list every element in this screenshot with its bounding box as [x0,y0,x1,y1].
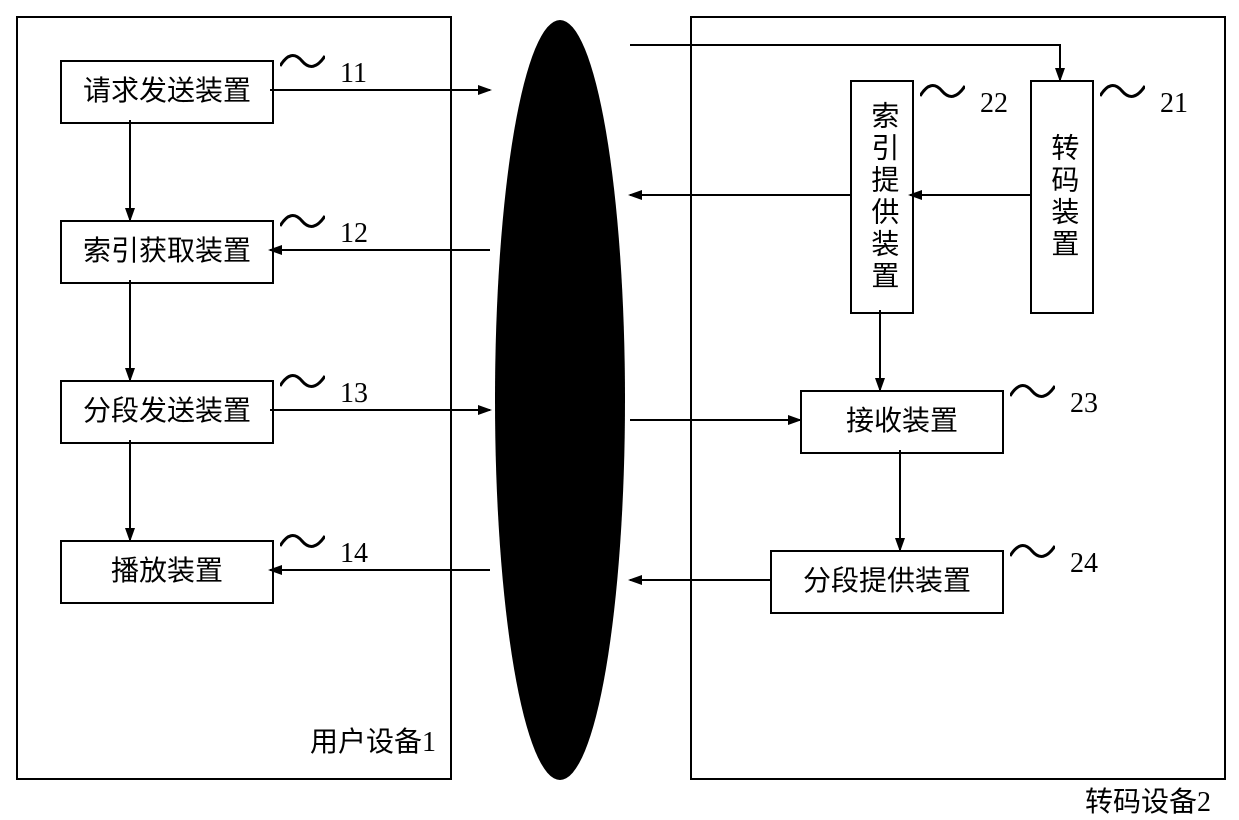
module-14-player: 播放装置 [60,540,274,604]
module-13-label: 分段发送装置 [83,397,251,428]
module-24-label: 分段提供装置 [803,567,971,598]
module-22-index-provider: 索引提供装置 [850,80,914,314]
module-23-receiver: 接收装置 [800,390,1004,454]
ref-23: 23 [1070,388,1098,420]
tilde-21-icon [1100,82,1145,100]
module-11-request-sender: 请求发送装置 [60,60,274,124]
tilde-22-icon [920,82,965,100]
ref-11: 11 [340,58,367,90]
tilde-14-icon [280,532,325,550]
module-22-label: 索引提供装置 [867,101,898,293]
module-11-label: 请求发送装置 [83,77,251,108]
transcoding-device-label: 转码设备2 [1085,780,1211,820]
ref-22: 22 [980,88,1008,120]
tilde-11-icon [280,52,325,70]
ref-14: 14 [340,538,368,570]
tilde-13-icon [280,372,325,390]
ref-13: 13 [340,378,368,410]
user-device-label: 用户设备1 [310,720,436,760]
module-24-segment-provider: 分段提供装置 [770,550,1004,614]
tilde-23-icon [1010,382,1055,400]
tilde-12-icon [280,212,325,230]
module-21-label: 转码装置 [1047,133,1078,261]
network-cloud-icon [495,20,625,780]
module-13-segment-sender: 分段发送装置 [60,380,274,444]
ref-12: 12 [340,218,368,250]
module-14-label: 播放装置 [111,557,223,588]
tilde-24-icon [1010,542,1055,560]
ref-21: 21 [1160,88,1188,120]
module-12-label: 索引获取装置 [83,237,251,268]
ref-24: 24 [1070,548,1098,580]
module-21-transcoder: 转码装置 [1030,80,1094,314]
module-12-index-getter: 索引获取装置 [60,220,274,284]
module-23-label: 接收装置 [846,407,958,438]
